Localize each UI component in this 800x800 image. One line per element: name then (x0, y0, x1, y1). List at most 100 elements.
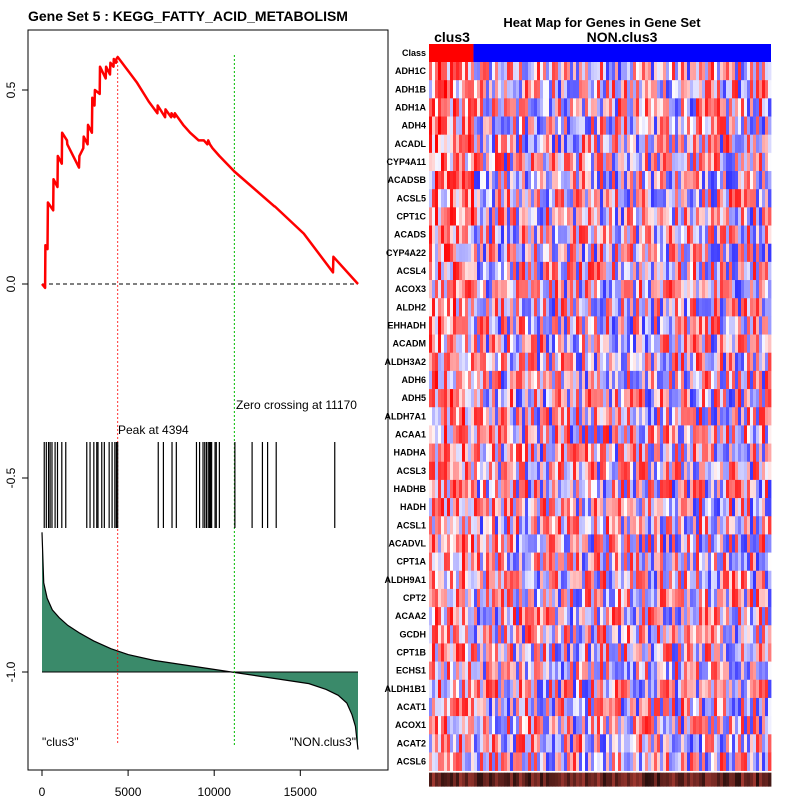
heatmap-cell (642, 443, 646, 463)
heatmap-cell (564, 534, 568, 553)
heatmap-cell (531, 407, 535, 426)
heatmap-cell (540, 171, 544, 190)
y-axis-tick-label-1: 0.0 (4, 275, 18, 292)
heatmap-cell (495, 261, 499, 281)
heatmap-cell (636, 189, 640, 208)
heatmap-cell (714, 716, 718, 735)
heatmap-cell (573, 588, 577, 608)
heatmap-cell (486, 716, 490, 735)
heatmap-cell (720, 389, 724, 408)
heatmap-cell (615, 334, 619, 354)
heatmap-cell (564, 261, 568, 281)
heatmap-cell (498, 607, 502, 626)
heatmap-cell (576, 207, 580, 226)
heatmap-cell (639, 134, 643, 154)
heatmap-cell (717, 697, 721, 717)
heatmap-cell (579, 679, 583, 699)
heatmap-cell (639, 316, 643, 335)
heatmap-cell (453, 479, 457, 499)
heatmap-cell (654, 697, 658, 717)
heatmap-cell (711, 752, 715, 771)
heatmap-cell (531, 134, 535, 154)
heatmap-cell (693, 716, 697, 735)
heatmap-cell (699, 443, 703, 463)
heatmap-cell (453, 425, 457, 444)
heatmap-cell (531, 461, 535, 481)
heatmap-cell (534, 516, 538, 535)
heatmap-cell (429, 588, 433, 608)
heatmap-cell (606, 62, 610, 81)
heatmap-cell (513, 552, 517, 572)
heatmap-cell (717, 261, 721, 281)
heatmap-cell (444, 152, 448, 172)
heatmap-cell (696, 98, 700, 117)
heatmap-cell (603, 407, 607, 426)
heatmap-cell (726, 443, 730, 463)
heatmap-cell (633, 189, 637, 208)
heatmap-cell (657, 716, 661, 735)
heatmap-cell (720, 116, 724, 135)
heatmap-cell (462, 588, 466, 608)
heatmap-cell (741, 498, 745, 517)
heatmap-cell (540, 479, 544, 499)
heatmap-cell (471, 516, 475, 535)
heatmap-cell (570, 152, 574, 172)
heatmap-cell (729, 389, 733, 408)
heatmap-cell (624, 352, 628, 372)
heatmap-cell (705, 498, 709, 517)
heatmap-row-label-adh1a: ADH1A (395, 102, 427, 112)
heatmap-cell (714, 534, 718, 553)
heatmap-cell (522, 171, 526, 190)
heatmap-cell (741, 534, 745, 553)
heatmap-cell (765, 370, 769, 390)
heatmap-cell (720, 98, 724, 117)
heatmap-cell (477, 697, 481, 717)
heatmap-cell (519, 207, 523, 226)
heatmap-cell (621, 716, 625, 735)
heatmap-cell (612, 625, 616, 644)
heatmap-cell (432, 716, 436, 735)
heatmap-cell (693, 461, 697, 481)
heatmap-cell (570, 207, 574, 226)
heatmap-bottom-strip-cell (471, 772, 475, 787)
heatmap-cell (489, 716, 493, 735)
heatmap-cell (687, 189, 691, 208)
heatmap-cell (690, 588, 694, 608)
heatmap-cell (504, 225, 508, 244)
heatmap-cell (603, 334, 607, 354)
heatmap-cell (465, 697, 469, 717)
heatmap-cell (564, 716, 568, 735)
heatmap-row-adh1b (429, 80, 772, 99)
heatmap-cell (474, 316, 478, 335)
heatmap-cell (738, 479, 742, 499)
heatmap-cell (441, 607, 445, 626)
heatmap-cell (480, 479, 484, 499)
heatmap-cell (765, 661, 769, 681)
heatmap-cell (717, 734, 721, 753)
heatmap-cell (498, 316, 502, 335)
heatmap-cell (525, 334, 529, 354)
heatmap-cell (759, 243, 763, 263)
heatmap-cell (633, 607, 637, 626)
heatmap-cell (711, 734, 715, 753)
heatmap-cell (540, 425, 544, 444)
heatmap-cell (519, 752, 523, 771)
heatmap-cell (570, 316, 574, 335)
heatmap-cell (522, 62, 526, 81)
heatmap-cell (441, 189, 445, 208)
heatmap-cell (444, 370, 448, 390)
class-bar-non-clus3 (473, 44, 771, 62)
heatmap-cell (477, 625, 481, 644)
heatmap-cell (606, 734, 610, 753)
heatmap-bottom-strip-cell (522, 772, 526, 787)
heatmap-cell (540, 443, 544, 463)
heatmap-cell (465, 461, 469, 481)
heatmap-cell (696, 80, 700, 99)
heatmap-cell (693, 134, 697, 154)
heatmap-cell (663, 152, 667, 172)
heatmap-cell (642, 280, 646, 299)
heatmap-cell (675, 62, 679, 81)
heatmap-cell (519, 625, 523, 644)
heatmap-cell (495, 280, 499, 299)
heatmap-cell (474, 298, 478, 317)
